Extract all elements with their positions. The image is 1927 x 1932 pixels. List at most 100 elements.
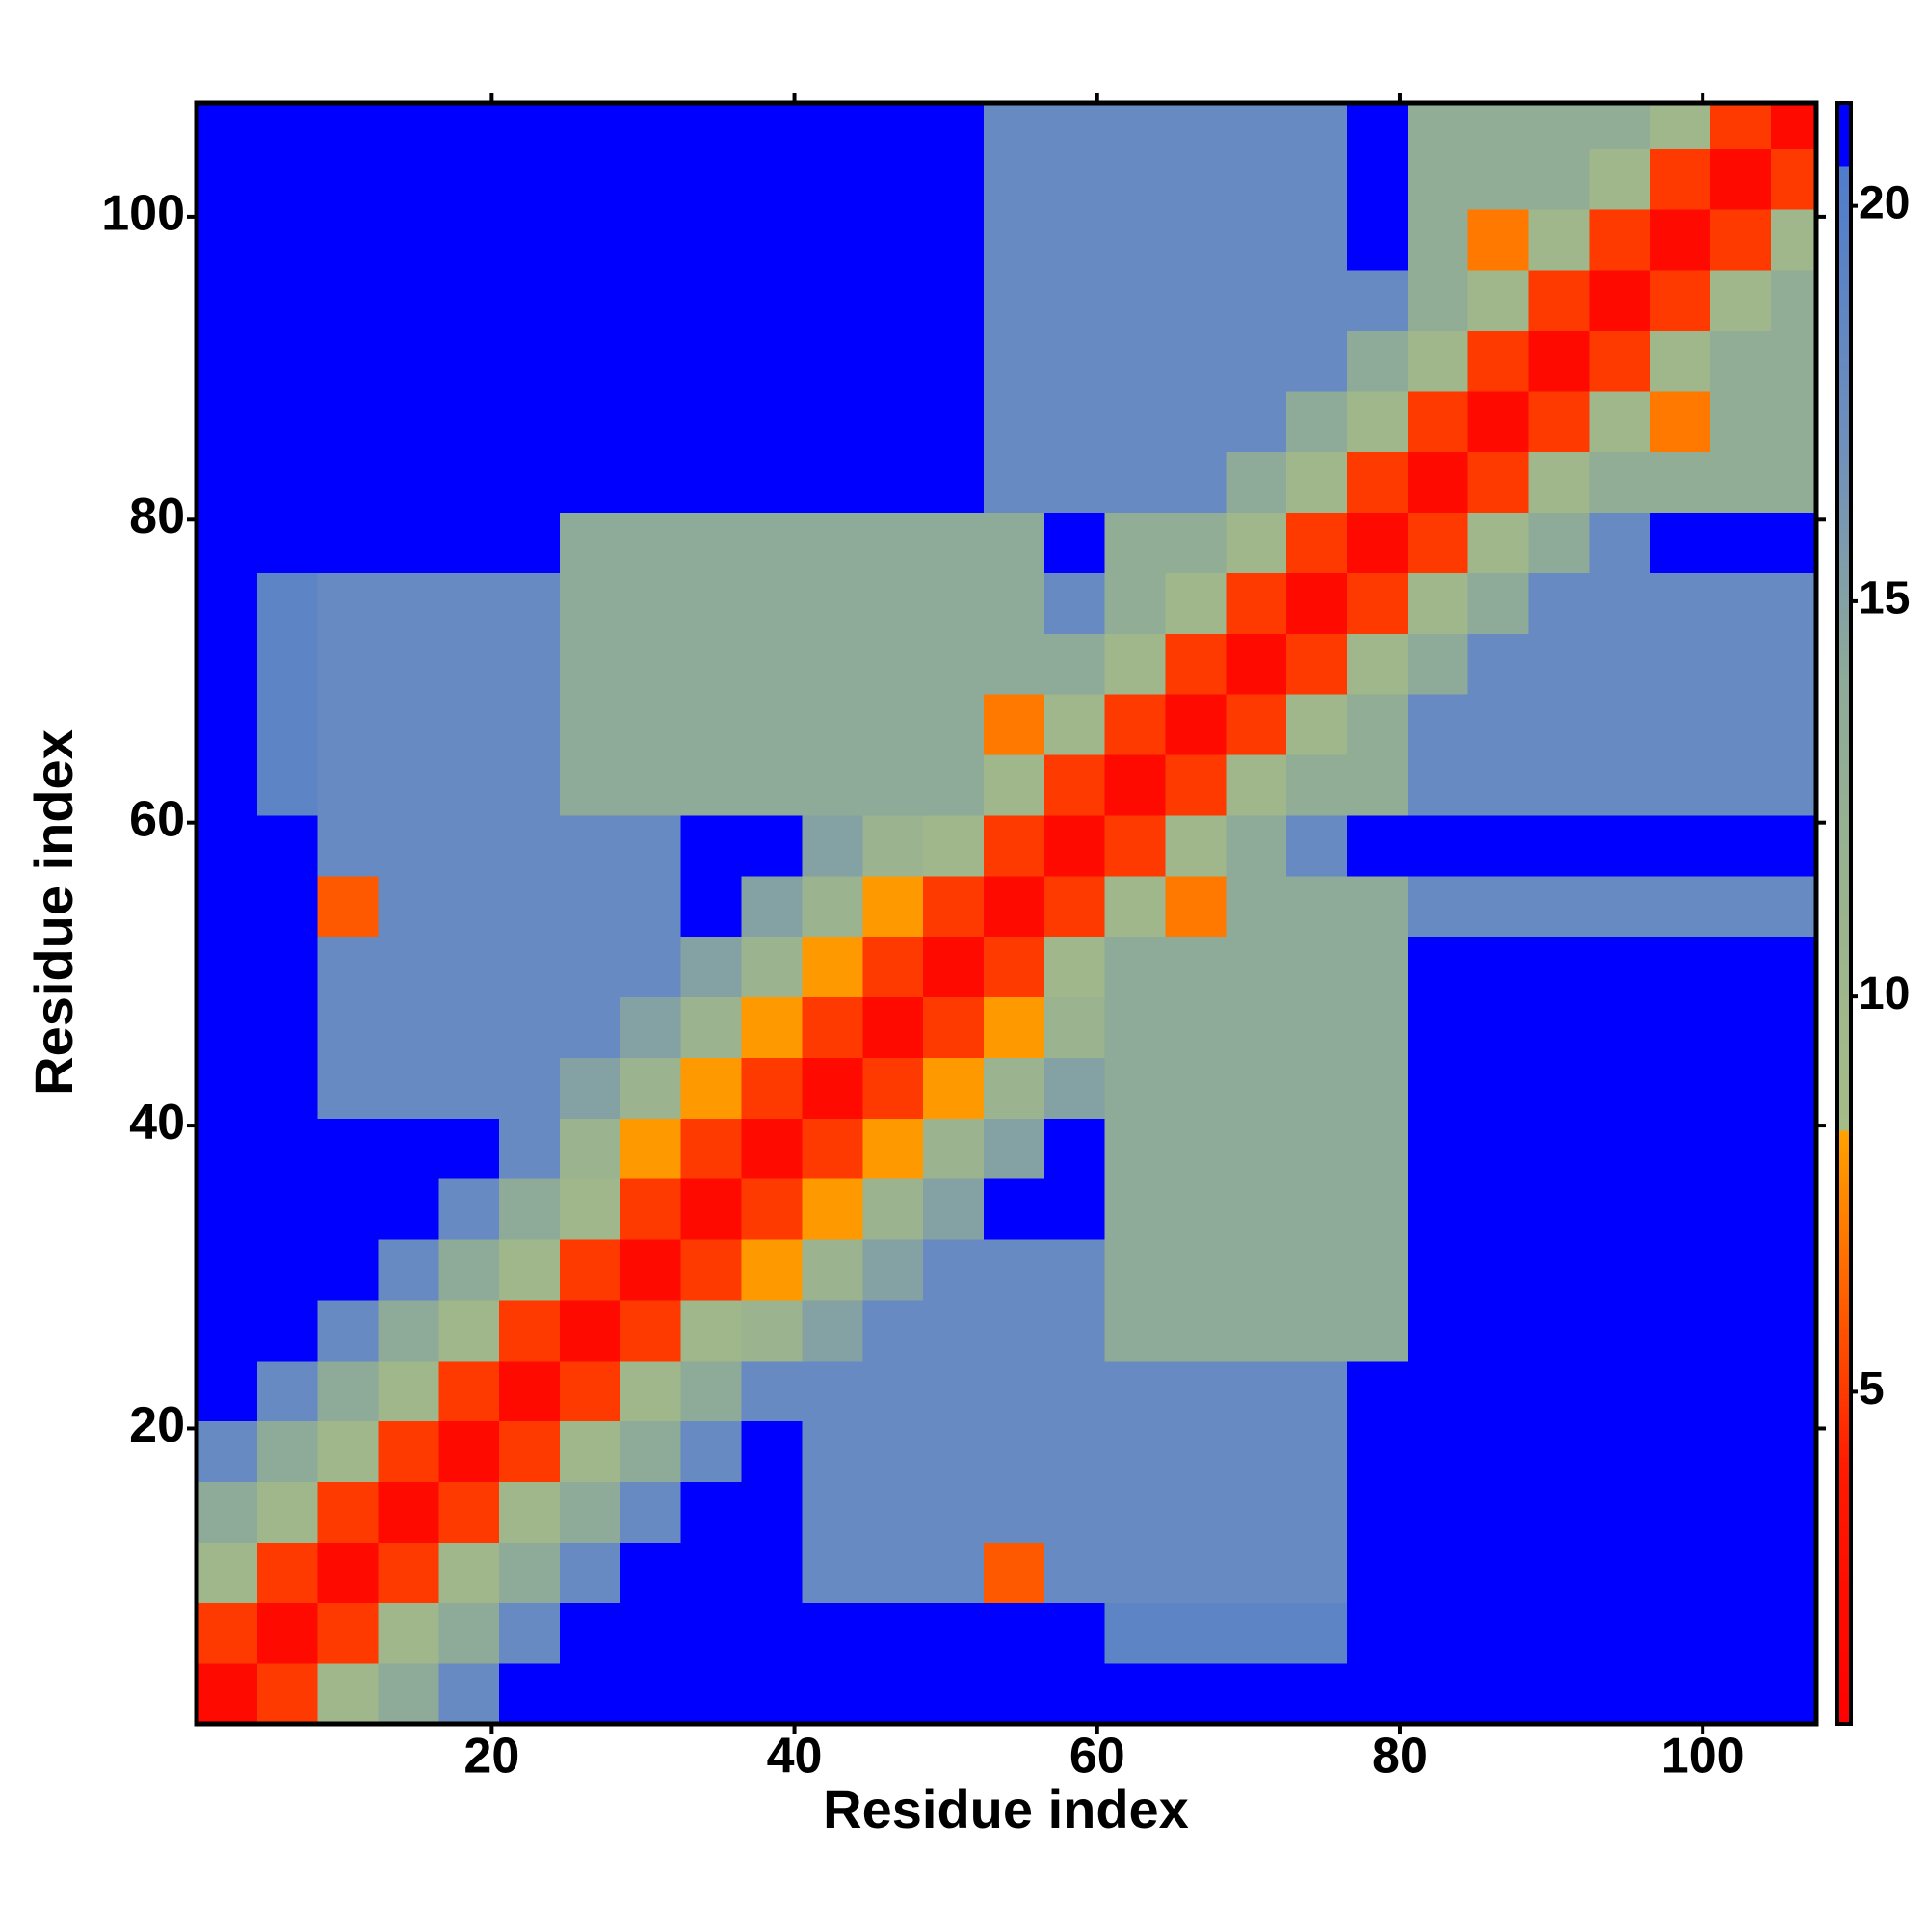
heatmap-cell	[1710, 1178, 1772, 1240]
heatmap-cell	[317, 936, 380, 998]
heatmap-cell	[1043, 996, 1106, 1058]
heatmap-cell	[1043, 1663, 1106, 1725]
heatmap-cell	[620, 1299, 682, 1362]
heatmap-cell	[317, 1299, 380, 1362]
heatmap-cell	[1346, 1420, 1409, 1483]
heatmap-cell	[438, 814, 500, 877]
heatmap-cell	[741, 1420, 804, 1483]
heatmap-cell	[862, 1057, 924, 1119]
heatmap-cell	[256, 814, 319, 877]
heatmap-cell	[680, 694, 743, 755]
heatmap-cell	[256, 148, 319, 210]
heatmap-cell	[197, 996, 258, 1058]
heatmap-cell	[1226, 633, 1287, 695]
heatmap-cell	[256, 572, 319, 634]
heatmap-cell	[862, 1542, 924, 1603]
heatmap-cell	[1710, 1238, 1772, 1301]
heatmap-cell	[1043, 754, 1106, 816]
heatmap-cell	[862, 572, 924, 634]
heatmap-cell	[438, 936, 500, 998]
heatmap-cell	[923, 269, 985, 331]
heatmap-cell	[378, 814, 439, 877]
heatmap-cell	[1528, 148, 1590, 210]
heatmap-cell	[1589, 209, 1650, 271]
heatmap-cell	[1104, 148, 1167, 210]
heatmap-cell	[923, 1663, 985, 1725]
heatmap-cell	[499, 451, 561, 514]
heatmap-cell	[1710, 633, 1772, 695]
heatmap-cell	[1467, 103, 1530, 149]
heatmap-cell	[1710, 694, 1772, 755]
heatmap-cell	[1407, 390, 1469, 453]
heatmap-cell	[923, 1360, 985, 1422]
heatmap-cell	[923, 1481, 985, 1543]
heatmap-cell	[620, 209, 682, 271]
heatmap-cell	[560, 936, 621, 998]
heatmap-cell	[1407, 512, 1469, 573]
heatmap-cell	[317, 269, 380, 331]
heatmap-cell	[1650, 451, 1711, 514]
heatmap-cell	[1528, 814, 1590, 877]
heatmap-cell	[1043, 633, 1106, 695]
heatmap-cell	[1346, 572, 1409, 634]
heatmap-cell	[378, 1420, 439, 1483]
heatmap-cell	[1286, 754, 1348, 816]
heatmap-cell	[438, 330, 500, 392]
heatmap-cell	[802, 1360, 863, 1422]
heatmap-cell	[256, 996, 319, 1058]
heatmap-cell	[378, 103, 439, 149]
heatmap-cell	[1407, 1238, 1469, 1301]
heatmap-cell	[1467, 512, 1530, 573]
heatmap-cell	[741, 512, 804, 573]
heatmap-cell	[1104, 1602, 1167, 1664]
heatmap-cell	[741, 1118, 804, 1179]
heatmap-cell	[1286, 390, 1348, 453]
heatmap-cell	[802, 269, 863, 331]
heatmap-cell	[499, 1360, 561, 1422]
heatmap-cell	[1467, 451, 1530, 514]
heatmap-cell	[741, 1663, 804, 1725]
heatmap-cell	[1104, 1118, 1167, 1179]
heatmap-cell	[1043, 1057, 1106, 1119]
heatmap-cell	[620, 1178, 682, 1240]
heatmap-cell	[317, 148, 380, 210]
heatmap-cell	[1407, 1481, 1469, 1543]
heatmap-cell	[923, 1057, 985, 1119]
heatmap-cell	[1407, 1542, 1469, 1603]
heatmap-cell	[256, 936, 319, 998]
heatmap-cell	[741, 1178, 804, 1240]
heatmap-cell	[499, 572, 561, 634]
heatmap-cell	[499, 1481, 561, 1543]
heatmap-cell	[1467, 694, 1530, 755]
heatmap-cell	[802, 1299, 863, 1362]
heatmap-cell	[1286, 1238, 1348, 1301]
heatmap-cell	[1286, 1118, 1348, 1179]
heatmap-cell	[1650, 572, 1711, 634]
heatmap-cell	[1770, 1663, 1817, 1725]
heatmap-cell	[1043, 1238, 1106, 1301]
heatmap-cell	[438, 451, 500, 514]
heatmap-cell	[1043, 814, 1106, 877]
heatmap-cell	[802, 148, 863, 210]
heatmap-cell	[1346, 269, 1409, 331]
heatmap-cell	[197, 1057, 258, 1119]
heatmap-cell	[802, 814, 863, 877]
heatmap-cell	[560, 451, 621, 514]
heatmap-cell	[1528, 1057, 1590, 1119]
heatmap-cell	[317, 330, 380, 392]
heatmap-cell	[802, 572, 863, 634]
heatmap-cell	[1589, 814, 1650, 877]
heatmap-cell	[438, 996, 500, 1058]
heatmap-cell	[741, 451, 804, 514]
heatmap-cell	[1104, 1663, 1167, 1725]
heatmap-cell	[923, 633, 985, 695]
heatmap-cell	[1589, 572, 1650, 634]
heatmap-cell	[680, 1602, 743, 1664]
heatmap-cell	[1467, 1299, 1530, 1362]
heatmap-cell	[680, 572, 743, 634]
heatmap-cell	[197, 1663, 258, 1725]
heatmap-cell	[256, 512, 319, 573]
heatmap-cell	[983, 1542, 1045, 1603]
heatmap-cell	[317, 451, 380, 514]
heatmap-cell	[1407, 572, 1469, 634]
